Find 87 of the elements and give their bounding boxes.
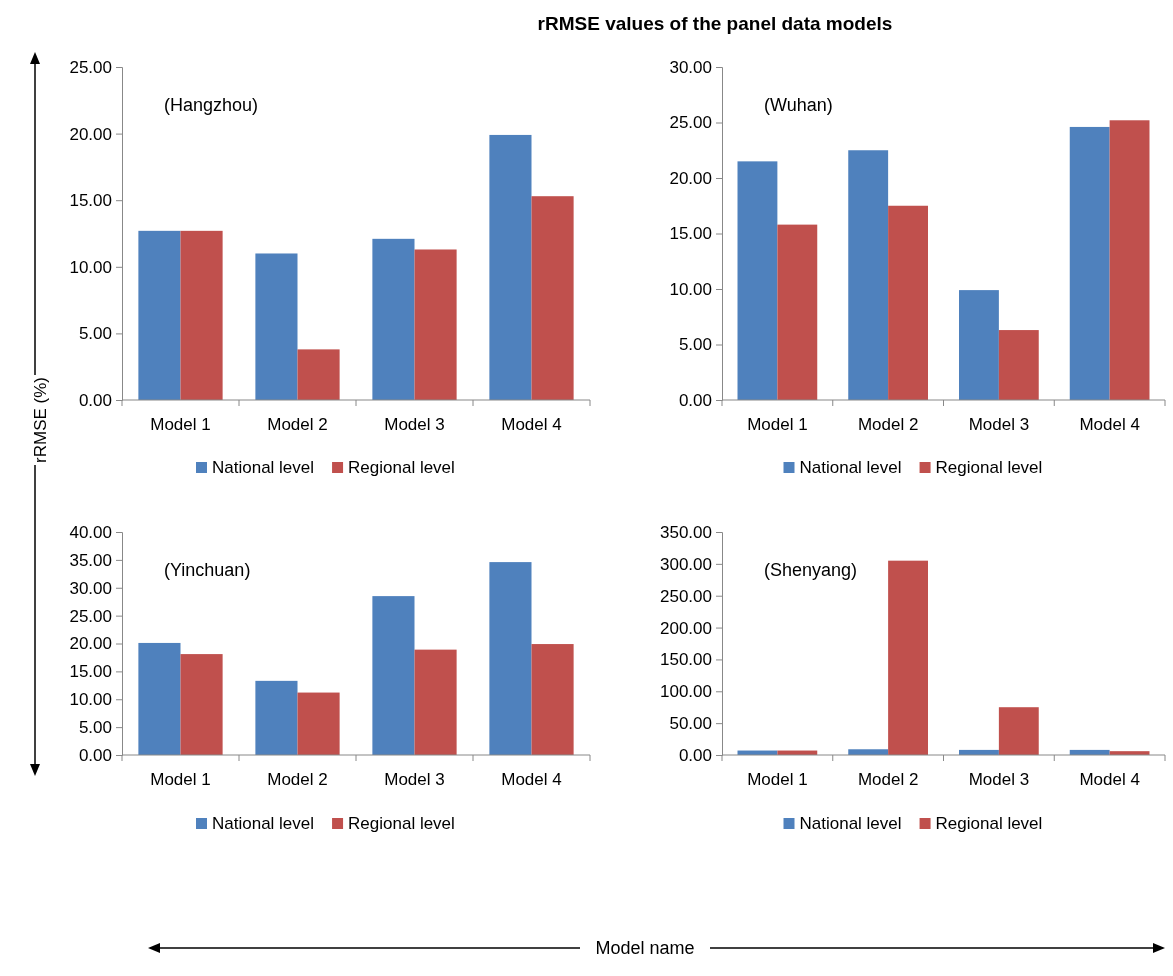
legend-label: National level: [212, 458, 315, 477]
y-tick-label: 300.00: [660, 554, 712, 574]
x-tick-label: Model 3: [384, 770, 445, 789]
y-tick-label: 250.00: [660, 586, 712, 606]
x-tick-label: Model 2: [267, 770, 328, 789]
legend-label: Regional level: [935, 458, 1043, 477]
y-tick-label: 200.00: [660, 618, 712, 638]
bar: [138, 230, 181, 400]
y-tick-label: 25.00: [69, 57, 112, 77]
y-axis-title: rRMSE (%): [30, 377, 50, 463]
x-tick-label: Model 4: [501, 415, 562, 434]
y-tick-label: 0.00: [78, 390, 112, 410]
legend-label: Regional level: [348, 814, 455, 833]
bar: [998, 330, 1039, 400]
y-tick-label: 25.00: [669, 113, 712, 133]
y-tick-label: 100.00: [660, 682, 712, 702]
bar: [737, 161, 778, 400]
legend-label: National level: [799, 458, 902, 477]
y-tick-label: 30.00: [669, 57, 712, 77]
y-tick-label: 10.00: [669, 279, 712, 299]
bar: [180, 654, 223, 755]
bar: [489, 562, 532, 755]
y-tick-label: 10.00: [69, 690, 112, 710]
bar: [255, 680, 298, 755]
y-tick-label: 30.00: [69, 578, 112, 598]
y-tick-label: 5.00: [78, 324, 112, 344]
legend-label: Regional level: [935, 814, 1043, 833]
bar: [297, 692, 340, 755]
x-tick-label: Model 4: [501, 770, 562, 789]
y-tick-label: 25.00: [69, 606, 112, 626]
bar: [255, 253, 298, 400]
y-tick-label: 150.00: [660, 650, 712, 670]
x-tick-label: Model 2: [857, 770, 919, 789]
text: (Shenyang): [764, 560, 858, 580]
legend-label: National level: [212, 814, 315, 833]
legend-label: Regional level: [348, 458, 455, 477]
y-tick-label: 5.00: [678, 335, 712, 355]
y-tick-label: 15.00: [69, 662, 112, 682]
x-tick-label: Model 3: [384, 415, 445, 434]
text: rRMSE values of the panel data models: [537, 13, 893, 34]
y-tick-label: 20.00: [69, 634, 112, 654]
x-tick-label: Model 1: [747, 415, 808, 434]
y-tick-label: 15.00: [69, 191, 112, 211]
bar: [959, 290, 999, 400]
text: (Yinchuan): [164, 560, 251, 580]
x-tick-label: Model 1: [747, 770, 808, 789]
bar: [489, 134, 532, 400]
y-tick-label: 35.00: [69, 550, 112, 570]
y-tick-label: 15.00: [669, 224, 712, 244]
x-tick-label: Model 4: [1079, 770, 1140, 789]
x-tick-label: Model 3: [968, 770, 1030, 789]
bar: [414, 649, 457, 755]
bar: [1109, 120, 1150, 400]
y-tick-label: 0.00: [678, 745, 712, 765]
y-tick-label: 0.00: [678, 390, 712, 410]
bar: [180, 230, 223, 400]
y-tick-label: 20.00: [669, 168, 712, 188]
y-tick-label: 20.00: [69, 124, 112, 144]
bar: [372, 596, 415, 755]
x-tick-label: Model 1: [150, 770, 211, 789]
x-tick-label: Model 3: [968, 415, 1030, 434]
legend-label: National level: [799, 814, 902, 833]
text: (Hangzhou): [164, 95, 259, 115]
bar: [998, 707, 1039, 755]
y-tick-label: 40.00: [69, 522, 112, 542]
bar: [414, 249, 457, 400]
x-tick-label: Model 2: [857, 415, 919, 434]
bar: [888, 560, 928, 755]
bar: [138, 642, 181, 755]
bar: [777, 224, 818, 400]
x-tick-label: Model 1: [150, 415, 211, 434]
bar: [297, 349, 340, 400]
y-tick-label: 10.00: [69, 257, 112, 277]
bar: [531, 196, 574, 400]
bar: [848, 150, 889, 400]
x-tick-label: Model 4: [1079, 415, 1140, 434]
y-tick-label: 350.00: [660, 522, 712, 542]
text: (Wuhan): [764, 95, 833, 115]
bar: [531, 644, 574, 755]
x-axis-title: Model name: [595, 938, 695, 959]
y-tick-label: 5.00: [78, 718, 112, 738]
y-tick-label: 0.00: [78, 745, 112, 765]
bar: [372, 238, 415, 400]
y-tick-label: 50.00: [669, 714, 712, 734]
x-tick-label: Model 2: [267, 415, 328, 434]
bar: [1069, 126, 1110, 400]
bar: [888, 205, 928, 400]
